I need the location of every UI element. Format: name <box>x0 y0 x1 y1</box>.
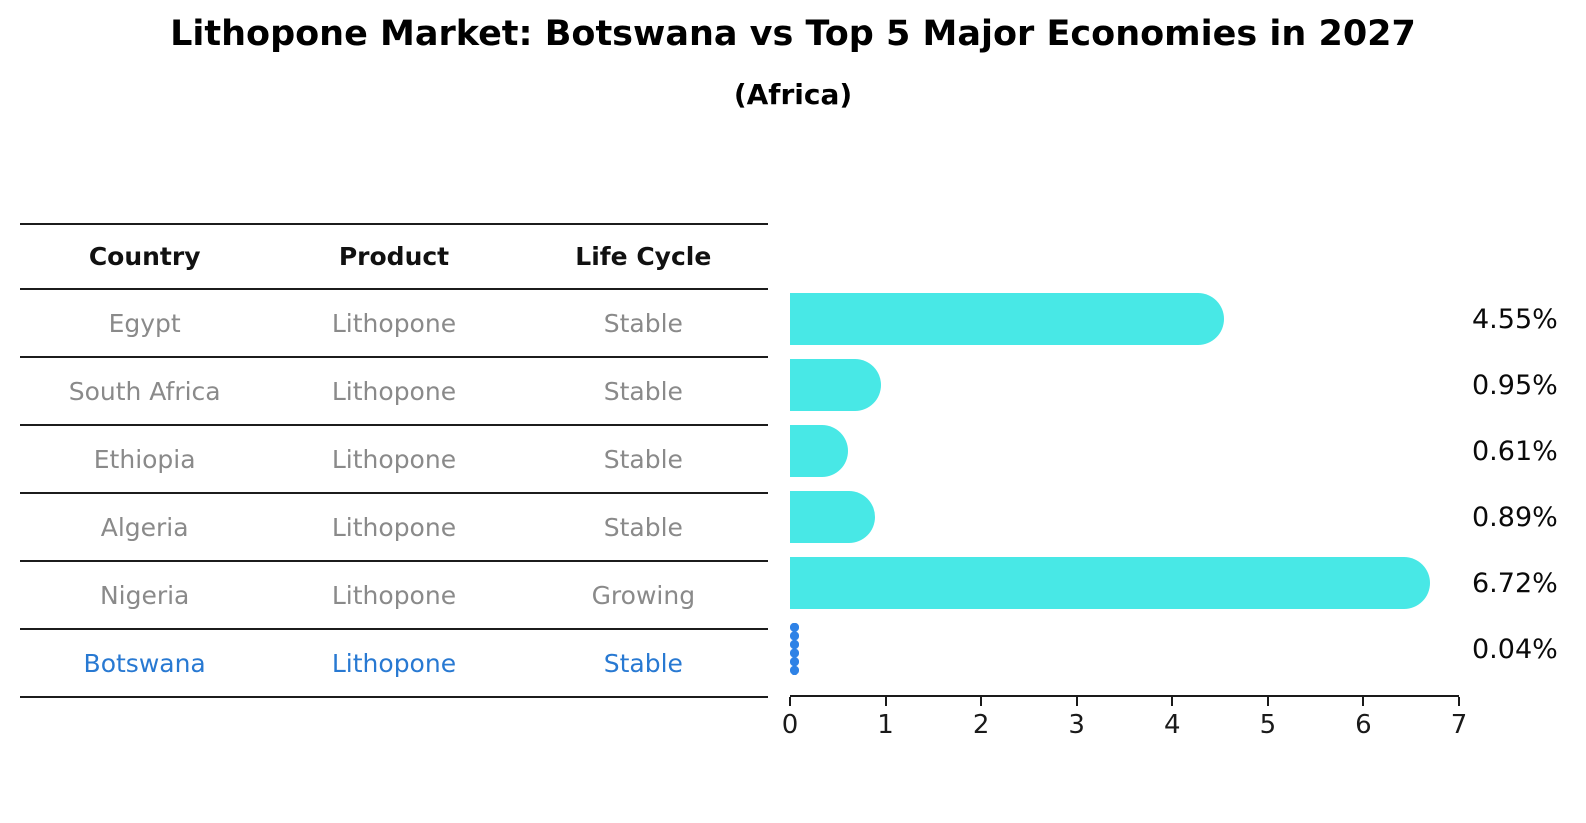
cell-product: Lithopone <box>331 512 457 542</box>
bar-south-africa <box>790 359 881 411</box>
tick-mark <box>1266 697 1269 706</box>
bar-row <box>790 550 1457 616</box>
cell-life-cycle: Growing <box>591 580 696 610</box>
cell-country: Algeria <box>100 512 189 542</box>
x-axis: 0 1 2 3 4 5 6 7 <box>782 695 1467 747</box>
tick-mark <box>1458 697 1460 706</box>
country-table: Country Product Life Cycle Egypt Lithopo… <box>20 223 768 698</box>
cell-country: Egypt <box>108 308 181 338</box>
cell-country: Ethiopia <box>93 444 196 474</box>
column-header-life-cycle: Life Cycle <box>575 242 712 271</box>
value-label: 0.95% <box>1472 369 1558 401</box>
tick-mark <box>1171 697 1174 706</box>
tick-label: 0 <box>781 710 799 740</box>
cell-product: Lithopone <box>331 648 457 678</box>
cell-product: Lithopone <box>331 376 457 406</box>
tick-label: 6 <box>1355 710 1372 740</box>
bar-nigeria <box>790 557 1431 609</box>
tick-label: 5 <box>1259 710 1277 740</box>
cell-life-cycle: Stable <box>603 512 683 542</box>
tick-mark <box>980 697 983 706</box>
value-labels: 4.55% 0.95% 0.61% 0.89% 6.72% 0.04% <box>1472 286 1584 682</box>
table-row: Ethiopia Lithopone Stable <box>20 426 768 494</box>
value-label: 6.72% <box>1472 567 1558 599</box>
tick-mark <box>1362 697 1365 706</box>
cell-life-cycle: Stable <box>603 308 683 338</box>
bar-row <box>790 484 1457 550</box>
value-label: 0.04% <box>1472 633 1558 665</box>
bar-botswana-highlighted <box>790 623 799 675</box>
bar-algeria <box>790 491 875 543</box>
table-row: Algeria Lithopone Stable <box>20 494 768 562</box>
column-header-product: Product <box>338 242 450 271</box>
cell-life-cycle: Stable <box>603 648 683 678</box>
value-label: 0.89% <box>1472 501 1558 533</box>
table-row: Nigeria Lithopone Growing <box>20 562 768 630</box>
tick-mark <box>1075 697 1078 706</box>
cell-life-cycle: Stable <box>603 376 683 406</box>
tick-label: 3 <box>1068 710 1085 740</box>
bar-chart <box>790 286 1457 682</box>
tick-mark <box>884 697 887 706</box>
bar-row <box>790 352 1457 418</box>
bar-row <box>790 418 1457 484</box>
table-row-highlighted: Botswana Lithopone Stable <box>20 630 768 698</box>
cell-country: South Africa <box>68 376 221 406</box>
cell-life-cycle: Stable <box>603 444 683 474</box>
bar-ethiopia <box>790 425 849 477</box>
value-label: 4.55% <box>1472 303 1558 335</box>
tick-label: 4 <box>1164 710 1181 740</box>
table-header-row: Country Product Life Cycle <box>20 225 768 290</box>
chart-subtitle: (Africa) <box>733 78 853 111</box>
chart-title: Lithopone Market: Botswana vs Top 5 Majo… <box>170 14 1416 54</box>
cell-product: Lithopone <box>331 308 457 338</box>
tick-label: 1 <box>877 710 894 740</box>
value-label: 0.61% <box>1472 435 1558 467</box>
tick-label: 7 <box>1450 710 1468 740</box>
cell-country: Botswana <box>83 648 206 678</box>
table-row: South Africa Lithopone Stable <box>20 358 768 426</box>
cell-product: Lithopone <box>331 580 457 610</box>
bar-egypt <box>790 293 1224 345</box>
cell-country: Nigeria <box>99 580 190 610</box>
tick-label: 2 <box>972 710 990 740</box>
column-header-country: Country <box>88 242 201 271</box>
bar-row <box>790 286 1457 352</box>
cell-product: Lithopone <box>331 444 457 474</box>
tick-mark <box>789 697 791 706</box>
table-row: Egypt Lithopone Stable <box>20 290 768 358</box>
bar-row <box>790 616 1457 682</box>
